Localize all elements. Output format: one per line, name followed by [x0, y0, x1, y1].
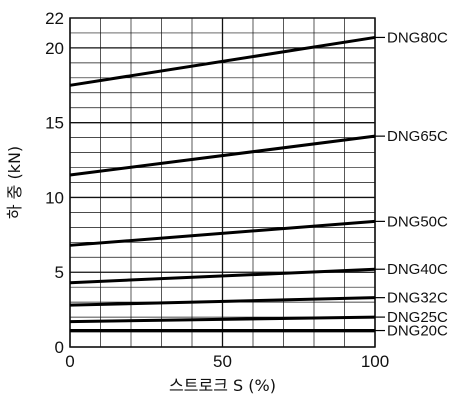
y-axis-label: 하 중 (kN)	[5, 146, 24, 219]
series-line	[69, 134, 376, 177]
series-label: DNG25C	[387, 309, 448, 326]
series-line	[69, 315, 376, 324]
x-tick-label: 0	[65, 352, 74, 371]
chart-series: DNG80C DNG65C DNG50C DNG40C DNG32C DNG25CDNG2…	[69, 29, 448, 340]
series-line	[69, 35, 376, 87]
y-tick-label: 0	[55, 338, 64, 357]
series-label: DNG80C	[387, 29, 448, 46]
series-label: DNG40C	[387, 261, 448, 278]
series-line	[69, 296, 376, 307]
y-tick-label: 15	[45, 114, 64, 133]
series-label: DNG50C	[387, 213, 448, 230]
axis-tick-labels: 0 50 100 0 5 10 15 20 22	[45, 9, 389, 371]
series-label: DNG65C	[387, 128, 448, 145]
x-tick-label: 50	[213, 352, 232, 371]
series-line	[69, 267, 376, 285]
y-tick-label: 22	[45, 9, 64, 28]
y-tick-label: 5	[55, 263, 64, 282]
y-tick-label: 20	[45, 39, 64, 58]
x-axis-label: 스트로크 S (%)	[169, 376, 276, 395]
series-label: DNG32C	[387, 290, 448, 307]
series-label: DNG20C	[387, 323, 448, 340]
x-tick-label: 100	[361, 352, 389, 371]
plot-area-frame	[69, 17, 376, 348]
y-tick-label: 10	[45, 188, 64, 207]
series-line	[69, 219, 376, 247]
